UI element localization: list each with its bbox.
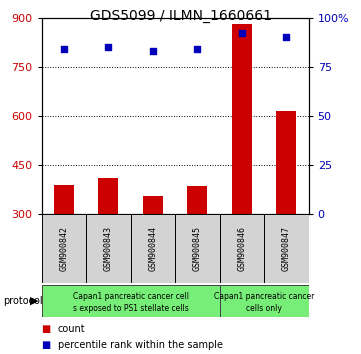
Bar xyxy=(264,214,309,283)
Bar xyxy=(143,196,163,214)
Text: percentile rank within the sample: percentile rank within the sample xyxy=(58,340,223,350)
Text: GSM900843: GSM900843 xyxy=(104,226,113,271)
Bar xyxy=(219,214,264,283)
Text: cells only: cells only xyxy=(246,304,282,313)
Text: protocol: protocol xyxy=(4,296,43,306)
Bar xyxy=(131,214,175,283)
Point xyxy=(195,46,200,52)
Bar xyxy=(175,214,219,283)
Bar xyxy=(187,186,207,214)
Text: s exposed to PS1 stellate cells: s exposed to PS1 stellate cells xyxy=(73,304,188,313)
Bar xyxy=(42,285,219,317)
Text: Capan1 pancreatic cancer: Capan1 pancreatic cancer xyxy=(214,292,314,301)
Text: GSM900845: GSM900845 xyxy=(193,226,202,271)
Text: GSM900847: GSM900847 xyxy=(282,226,291,271)
Bar xyxy=(277,111,296,214)
Bar xyxy=(86,214,131,283)
Text: count: count xyxy=(58,324,86,334)
Text: GSM900842: GSM900842 xyxy=(59,226,68,271)
Text: ■: ■ xyxy=(42,340,51,350)
Point xyxy=(283,34,289,40)
Bar xyxy=(54,185,74,214)
Point xyxy=(105,44,111,50)
Text: GSM900844: GSM900844 xyxy=(148,226,157,271)
Text: GSM900846: GSM900846 xyxy=(238,226,246,271)
Text: ■: ■ xyxy=(42,324,51,334)
Text: ▶: ▶ xyxy=(30,296,39,306)
Text: GDS5099 / ILMN_1660661: GDS5099 / ILMN_1660661 xyxy=(90,9,271,23)
Bar xyxy=(219,285,309,317)
Text: Capan1 pancreatic cancer cell: Capan1 pancreatic cancer cell xyxy=(73,292,188,301)
Bar xyxy=(42,214,86,283)
Point xyxy=(239,30,245,36)
Point xyxy=(61,46,67,52)
Bar xyxy=(232,24,252,214)
Point xyxy=(150,48,156,54)
Bar xyxy=(98,178,118,214)
